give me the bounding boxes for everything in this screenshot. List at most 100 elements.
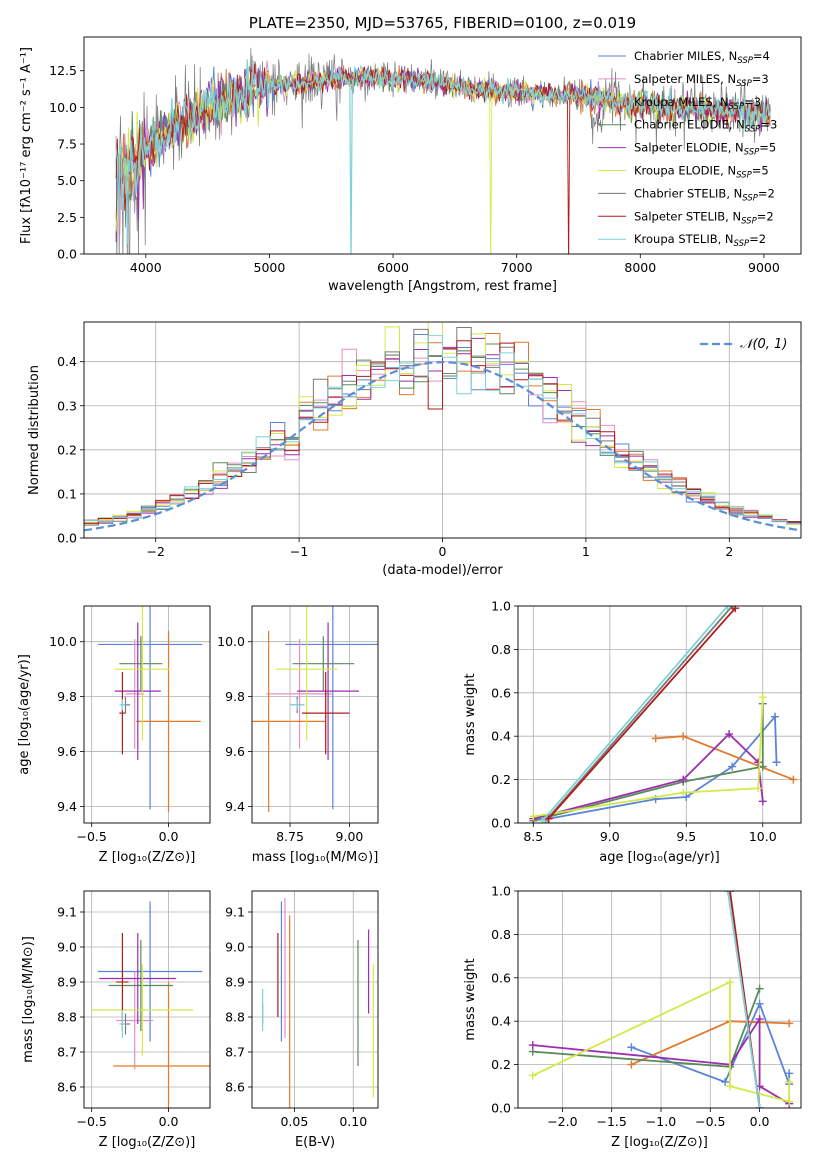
y-tick-label: 5.0 xyxy=(57,173,77,188)
y-tick-label: 9.6 xyxy=(225,744,245,759)
y-tick-label: 2.5 xyxy=(57,210,77,225)
x-tick-label: 0.0 xyxy=(750,1114,770,1129)
y-axis-label: mass weight xyxy=(463,673,478,755)
axes-frame xyxy=(83,36,802,255)
x-axis-label: Z [log₁₀(Z/Z⊙)] xyxy=(611,1135,708,1150)
y-tick-label: 9.0 xyxy=(57,940,77,955)
y-tick-label: 0.0 xyxy=(57,531,77,546)
legend-subscript: SSP xyxy=(736,79,752,89)
x-tick-label: 0.0 xyxy=(159,829,179,844)
mass-weight-line xyxy=(532,988,761,1068)
y-tick-label: 8.9 xyxy=(57,975,77,990)
axes-frame xyxy=(251,890,379,1109)
y-tick-label: 7.5 xyxy=(57,137,77,152)
y-tick-label: 0.2 xyxy=(491,772,511,787)
mass-weight-point xyxy=(679,775,688,784)
mass-weight-line xyxy=(533,697,764,818)
mass-weight-line xyxy=(541,606,729,822)
mass-weight-point xyxy=(724,891,733,895)
mass-weight-point xyxy=(721,1077,730,1086)
x-tick-label: 0 xyxy=(439,544,447,559)
x-tick-label: 9.5 xyxy=(676,829,696,844)
y-axis-label: mass weight xyxy=(463,958,478,1040)
y-tick-label: 10.0 xyxy=(217,634,245,649)
x-axis-label: Z [log₁₀(Z/Z⊙)] xyxy=(99,850,196,865)
model-spectrum xyxy=(115,59,771,254)
mass-weight-point xyxy=(785,1077,794,1086)
x-tick-label: 6000 xyxy=(377,260,409,275)
axes-frame xyxy=(251,605,379,824)
y-tick-label: 0.6 xyxy=(491,970,511,985)
y-tick-label: 9.1 xyxy=(57,905,77,920)
mass-weight-point xyxy=(785,1019,794,1028)
mass-weight-point xyxy=(723,606,732,610)
mass-weight-point xyxy=(755,1104,764,1108)
mass-weight-point xyxy=(726,891,735,895)
y-axis-label: Flux [fλ10⁻¹⁷ erg cm⁻² s⁻¹ A⁻¹] xyxy=(19,47,34,244)
x-tick-label: −0.5 xyxy=(77,829,107,844)
mass-weight-point xyxy=(528,1041,537,1050)
legend-entry: Salpeter MILES, NSSP=3 xyxy=(634,72,769,89)
y-tick-label: 8.6 xyxy=(57,1080,77,1095)
mass-weight-point xyxy=(785,1069,794,1078)
mass-weight-line xyxy=(533,703,764,822)
x-axis-label: age [log₁₀(age/yr)] xyxy=(599,850,720,865)
legend-nssp: =2 xyxy=(758,186,775,200)
x-tick-label: −2 xyxy=(146,544,164,559)
y-tick-label: 0.4 xyxy=(491,729,511,744)
mass-weight-point xyxy=(538,816,547,823)
legend-label: Kroupa STELIB, N xyxy=(634,232,734,246)
legend-label: Chabrier ELODIE, N xyxy=(634,118,745,132)
x-tick-label: 0.10 xyxy=(339,1114,367,1129)
y-tick-label: 8.6 xyxy=(225,1080,245,1095)
mass-weight-line xyxy=(548,714,778,820)
x-tick-label: −0.5 xyxy=(77,1114,107,1129)
mass-weight-point xyxy=(755,984,764,993)
axes-frame xyxy=(517,890,802,1109)
plot-area-1 xyxy=(84,322,801,532)
x-tick-label: 2 xyxy=(725,544,733,559)
legend-label: Chabrier MILES, N xyxy=(634,49,737,63)
mass-weight-point xyxy=(728,762,737,771)
mass-weight-point xyxy=(627,1060,636,1069)
mass-weight-point xyxy=(754,784,763,793)
y-tick-label: 9.6 xyxy=(57,744,77,759)
mass-weight-point xyxy=(754,758,763,767)
plot-area-6 xyxy=(261,898,374,1108)
plot-area-7 xyxy=(528,891,794,1108)
histogram-series xyxy=(84,335,801,525)
mass-weight-point xyxy=(528,1071,537,1080)
y-tick-label: 0.6 xyxy=(491,685,511,700)
x-tick-label: −1.5 xyxy=(596,1114,626,1129)
legend-label: Kroupa ELODIE, N xyxy=(634,164,736,178)
x-axis-label: wavelength [Angstrom, rest frame] xyxy=(328,279,557,294)
plot-area-0 xyxy=(115,47,771,254)
x-tick-label: −2.0 xyxy=(547,1114,577,1129)
y-tick-label: 8.8 xyxy=(57,1010,77,1025)
axes-frame xyxy=(517,605,802,824)
mass-weight-point xyxy=(755,1015,764,1024)
x-tick-label: 9000 xyxy=(748,260,780,275)
legend-nssp: =5 xyxy=(759,141,776,155)
y-tick-label: 10.0 xyxy=(49,100,77,115)
mass-weight-line xyxy=(727,891,761,1108)
y-tick-label: 8.7 xyxy=(57,1045,77,1060)
y-tick-label: 0.3 xyxy=(57,398,77,413)
x-tick-label: 9.00 xyxy=(336,829,364,844)
x-axis-label: Z [log₁₀(Z/Z⊙)] xyxy=(99,1135,196,1150)
legend-subscript: SSP xyxy=(745,125,761,135)
mass-weight-point xyxy=(726,1082,735,1091)
legend-entry: Chabrier STELIB, NSSP=2 xyxy=(634,186,775,203)
mass-weight-point xyxy=(731,606,740,613)
mass-weight-point xyxy=(679,788,688,797)
legend-label: Salpeter MILES, N xyxy=(634,72,736,86)
x-axis-label: E(B-V) xyxy=(295,1135,335,1150)
mass-weight-line xyxy=(544,606,733,822)
legend-entry: Chabrier MILES, NSSP=4 xyxy=(634,49,770,66)
x-tick-label: 8.5 xyxy=(523,829,543,844)
y-tick-label: 0.0 xyxy=(57,247,77,262)
y-tick-label: 8.8 xyxy=(225,1010,245,1025)
y-tick-label: 0.0 xyxy=(491,816,511,831)
normal-reference-curve xyxy=(84,360,801,532)
legend-nssp: =4 xyxy=(753,49,770,63)
